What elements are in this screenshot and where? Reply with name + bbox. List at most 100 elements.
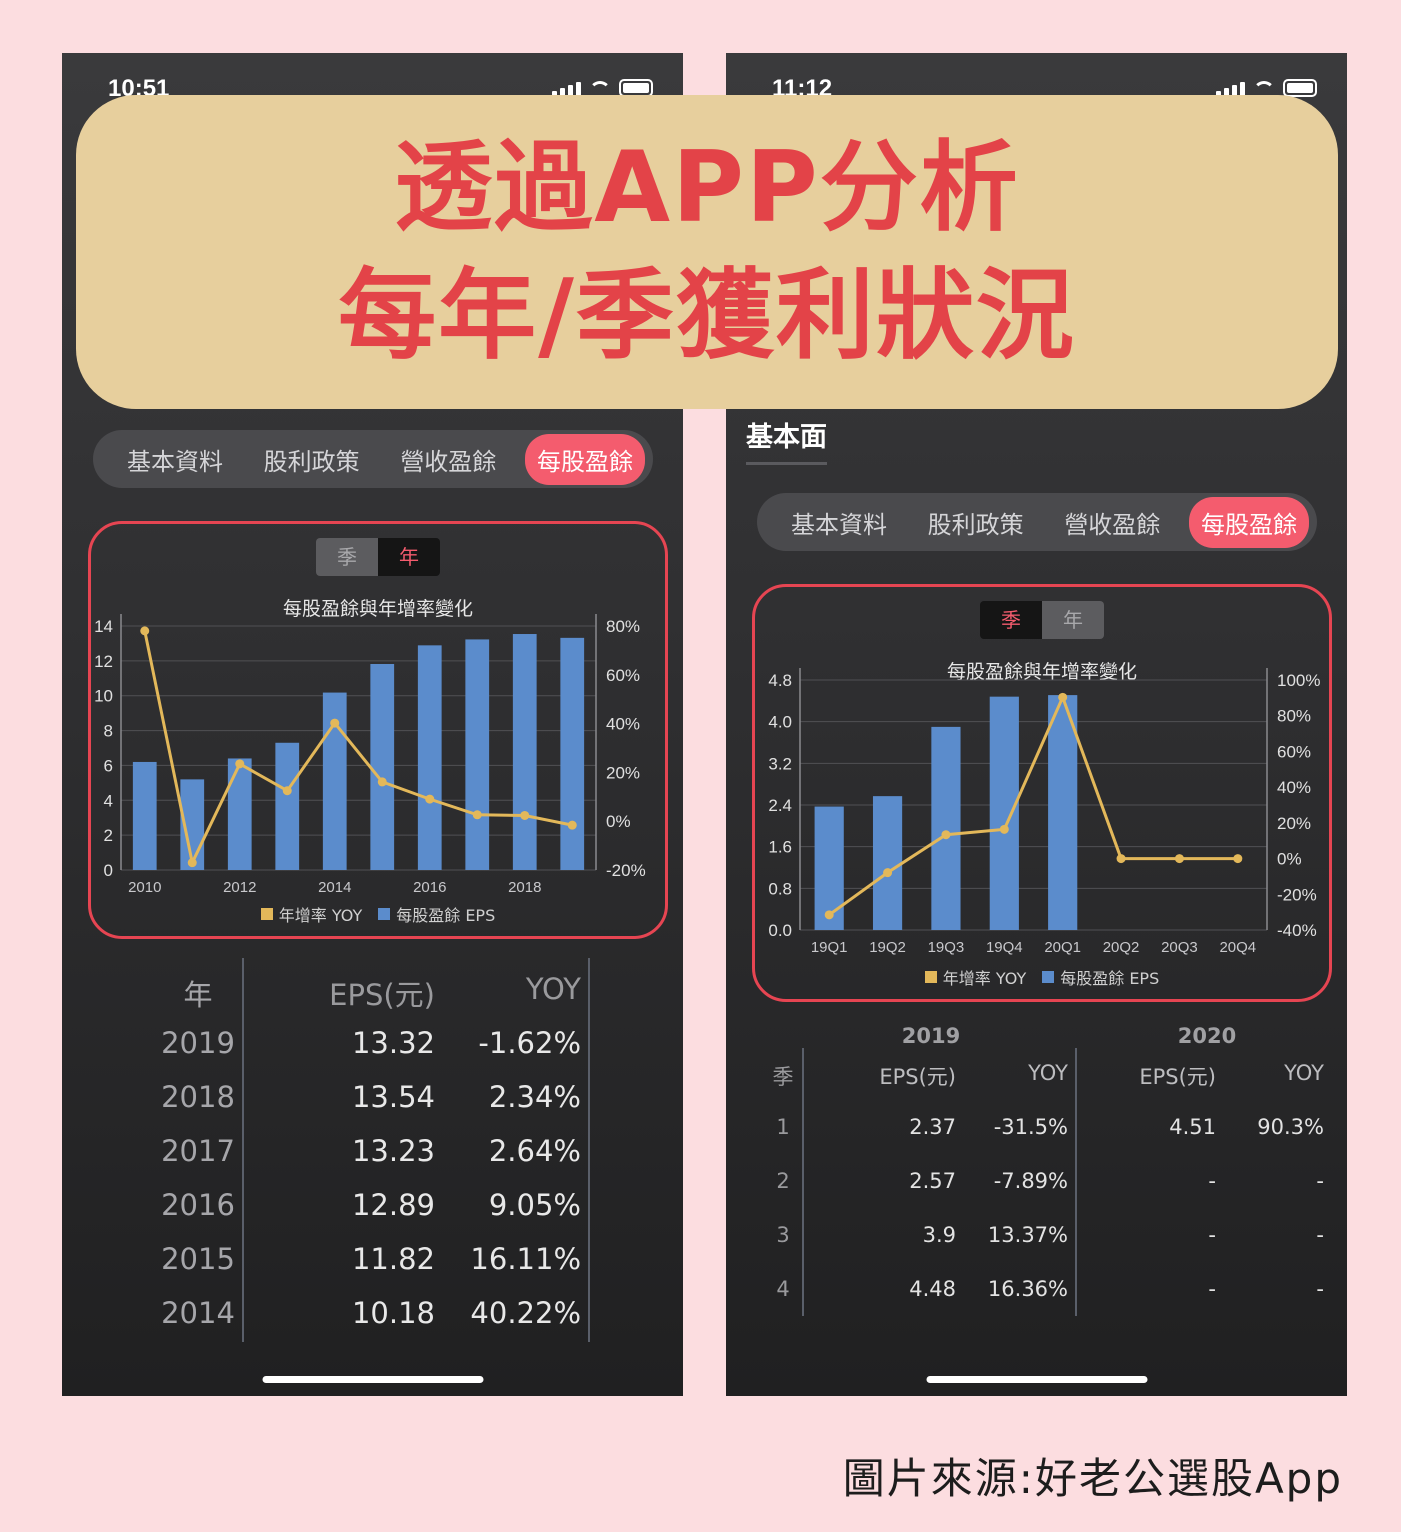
cell-yoy-2020: -: [1316, 1277, 1324, 1301]
tab-bar: 基本資料 股利政策 營收盈餘 每股盈餘: [93, 430, 653, 488]
toggle-season[interactable]: 季: [980, 601, 1042, 639]
y-tick-left: 8: [104, 722, 113, 741]
group-2019: 2019: [901, 1024, 961, 1048]
cell-eps-2020: -: [1208, 1223, 1216, 1247]
eps-bar: [1048, 695, 1078, 930]
toggle-year[interactable]: 年: [378, 538, 440, 576]
period-toggle: 季 年: [980, 601, 1104, 639]
cell-yoy: -1.62%: [478, 1026, 581, 1060]
toggle-year[interactable]: 年: [1042, 601, 1104, 639]
table-divider: [588, 958, 590, 1342]
eps-bar: [227, 758, 252, 870]
legend-eps: 每股盈餘 EPS: [378, 902, 495, 926]
cell-eps-2020: -: [1208, 1277, 1216, 1301]
legend-eps-label: 每股盈餘 EPS: [1060, 969, 1160, 988]
tab-basic-info[interactable]: 基本資料: [791, 510, 887, 539]
x-tick-label: 20Q3: [1161, 939, 1198, 956]
header-year: 年: [183, 978, 213, 1012]
y-tick-right: 80%: [606, 617, 640, 636]
x-tick-label: 20Q4: [1219, 939, 1256, 956]
toggle-season[interactable]: 季: [316, 538, 378, 576]
eps-bar: [931, 726, 961, 930]
y-tick-right: -20%: [1277, 885, 1317, 904]
banner-line-2: 每年/季獲利狀況: [338, 259, 1076, 373]
y-tick-left: 4: [104, 791, 113, 810]
group-2020: 2020: [1177, 1024, 1237, 1048]
cell-eps: 13.23: [351, 1134, 435, 1168]
cell-yoy: 40.22%: [470, 1296, 581, 1330]
y-tick-right: 60%: [1277, 742, 1311, 761]
y-tick-right: 20%: [1277, 814, 1311, 833]
header-yoy-2020: YOY: [1284, 1061, 1324, 1085]
tab-basic-info[interactable]: 基本資料: [127, 447, 223, 476]
eps-quarterly-chart: 0.0 0.8 1.6 2.4 3.2 4.0 4.8 -40% -20% 0% 20% 40% 60%…: [768, 668, 1320, 956]
cell-yoy-2020: -: [1316, 1223, 1324, 1247]
tab-eps[interactable]: 每股盈餘: [524, 433, 645, 485]
yoy-point: [941, 830, 951, 840]
home-indicator[interactable]: [926, 1376, 1147, 1383]
tab-revenue[interactable]: 營收盈餘: [400, 447, 497, 476]
table-divider: [802, 1048, 804, 1316]
banner-line-1: 透過APP分析: [394, 131, 1020, 245]
tab-eps[interactable]: 每股盈餘: [1188, 496, 1309, 548]
cell-year: 2016: [161, 1188, 235, 1222]
cell-quarter: 3: [776, 1223, 790, 1247]
cell-yoy-2019: 16.36%: [987, 1277, 1068, 1301]
x-tick-label: 2018: [508, 879, 541, 896]
tab-dividend[interactable]: 股利政策: [263, 447, 360, 476]
cell-eps-2020: 4.51: [1169, 1115, 1216, 1139]
signal-icon: [552, 82, 581, 97]
header-yoy: YOY: [525, 972, 581, 1006]
tab-revenue[interactable]: 營收盈餘: [1064, 510, 1161, 539]
y-tick-left: 0.0: [768, 921, 792, 940]
y-tick-left: 2.4: [768, 796, 792, 815]
cell-eps: 12.89: [351, 1188, 435, 1222]
y-tick-right: 20%: [606, 763, 640, 782]
wifi-icon: [1253, 81, 1275, 97]
table-divider: [242, 958, 244, 1342]
header-eps: EPS(元): [329, 978, 435, 1012]
yoy-point: [1116, 854, 1126, 864]
cell-yoy-2019: -7.89%: [993, 1169, 1068, 1193]
y-tick-left: 3.2: [768, 754, 792, 773]
cell-quarter: 1: [776, 1115, 790, 1139]
eps-bar: [989, 696, 1019, 930]
cell-eps-2019: 2.57: [909, 1169, 956, 1193]
cell-eps: 13.32: [351, 1026, 435, 1060]
x-tick-label: 19Q1: [811, 939, 848, 956]
cell-quarter: 4: [776, 1277, 790, 1301]
yoy-point: [1174, 854, 1184, 864]
cell-eps-2019: 2.37: [909, 1115, 956, 1139]
yoy-point: [425, 794, 435, 804]
x-tick-label: 20Q2: [1103, 939, 1140, 956]
eps-bar: [560, 637, 585, 870]
y-tick-left: 10: [94, 687, 113, 706]
signal-icon: [1216, 82, 1245, 97]
cell-eps-2020: -: [1208, 1169, 1216, 1193]
x-tick-label: 2016: [413, 879, 446, 896]
yoy-point: [824, 910, 834, 920]
header-quarter: 季: [772, 1065, 794, 1089]
yoy-point: [883, 868, 893, 878]
eps-chart-card: 季 年 每股盈餘與年增率變化 0.0 0.8 1.6 2.4 3.2 4.0 4.8 -40%…: [752, 584, 1332, 1002]
section-title: 基本面: [746, 415, 827, 465]
yoy-point: [999, 824, 1009, 834]
yoy-point: [1233, 854, 1243, 864]
y-tick-left: 1.6: [768, 838, 792, 857]
legend-yoy-label: 年增率 YOY: [278, 906, 363, 925]
yoy-point: [235, 759, 245, 769]
header-eps-2020: EPS(元): [1139, 1065, 1216, 1089]
tab-dividend[interactable]: 股利政策: [927, 510, 1024, 539]
x-tick-label: 2012: [223, 879, 256, 896]
wifi-icon: [589, 81, 611, 97]
eps-bar: [872, 796, 903, 930]
yoy-point: [520, 810, 530, 820]
y-tick-right: 40%: [1277, 778, 1311, 797]
x-tick-label: 19Q3: [928, 939, 965, 956]
yoy-line: [828, 693, 1238, 917]
cell-yoy-2019: 13.37%: [987, 1223, 1068, 1247]
legend-eps-label: 每股盈餘 EPS: [396, 906, 496, 925]
home-indicator[interactable]: [262, 1376, 483, 1383]
eps-bar: [370, 663, 395, 870]
cell-yoy-2020: -: [1316, 1169, 1324, 1193]
